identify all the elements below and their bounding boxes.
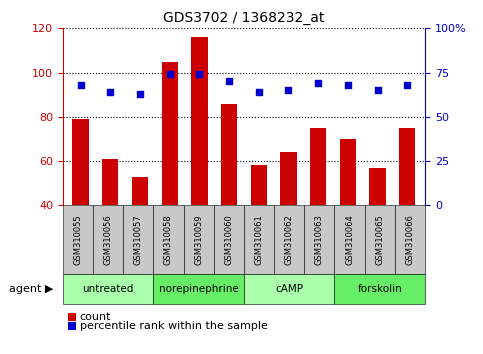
Point [314,80,322,86]
Point [106,89,114,95]
Point [77,82,85,88]
Text: GSM310059: GSM310059 [194,215,203,265]
Bar [251,166,267,294]
Text: GSM310063: GSM310063 [315,215,324,265]
Bar [72,119,89,294]
Text: untreated: untreated [83,284,134,295]
Text: GSM310057: GSM310057 [134,215,143,265]
Bar [102,159,118,294]
Point [166,72,173,77]
Bar [310,128,327,294]
Bar [191,37,208,294]
Text: GSM310058: GSM310058 [164,215,173,265]
Point [284,87,292,93]
Point [196,72,203,77]
Bar [132,177,148,294]
Text: forskolin: forskolin [357,284,402,295]
Point [403,82,411,88]
Text: GSM310055: GSM310055 [73,215,83,265]
Text: norepinephrine: norepinephrine [159,284,239,295]
Point [374,87,382,93]
Bar [399,128,415,294]
Bar [161,62,178,294]
Text: GSM310061: GSM310061 [255,215,264,265]
Text: count: count [80,312,111,322]
Point [344,82,352,88]
Text: GSM310056: GSM310056 [103,215,113,265]
Text: cAMP: cAMP [275,284,303,295]
Text: GSM310064: GSM310064 [345,215,354,265]
Bar [280,152,297,294]
Text: GSM310065: GSM310065 [375,215,384,265]
Text: GSM310060: GSM310060 [224,215,233,265]
Bar [369,168,386,294]
Text: percentile rank within the sample: percentile rank within the sample [80,321,268,331]
Point [225,79,233,84]
Text: GSM310066: GSM310066 [405,215,414,265]
Title: GDS3702 / 1368232_at: GDS3702 / 1368232_at [163,11,325,24]
Text: agent ▶: agent ▶ [9,284,53,295]
Text: GSM310062: GSM310062 [284,215,294,265]
Bar [221,104,237,294]
Bar [340,139,356,294]
Point [136,91,144,97]
Point [255,89,263,95]
